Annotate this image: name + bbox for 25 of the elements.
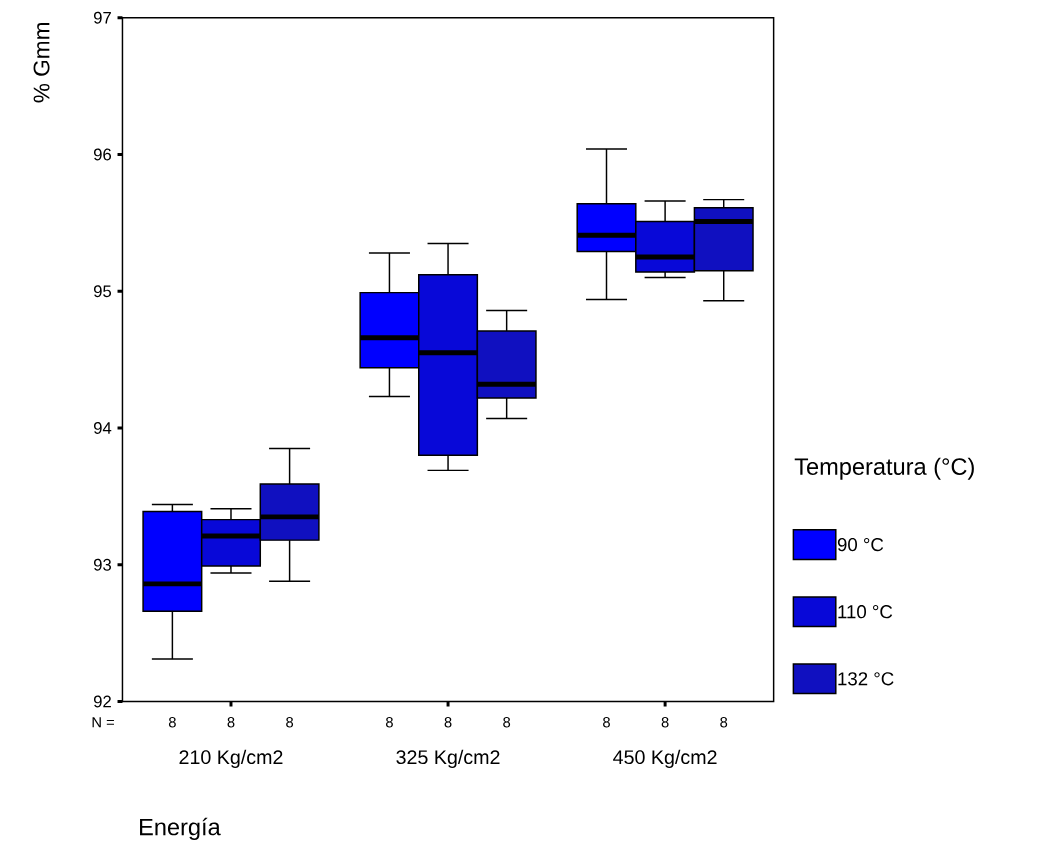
legend-title: Temperatura (°C) xyxy=(794,457,974,480)
x-tick-label: 450 Kg/cm2 xyxy=(613,749,717,768)
legend-label: 132 °C xyxy=(838,672,894,686)
x-axis-title: Energía xyxy=(140,817,221,840)
text: 8 xyxy=(286,716,294,728)
text: 8 xyxy=(603,716,610,728)
y-tick-label: 94 xyxy=(93,421,112,434)
text: 8 xyxy=(227,716,235,728)
y-tick-label: 93 xyxy=(93,558,112,571)
legend-label: 110 °C xyxy=(838,604,893,619)
text: 8 xyxy=(385,716,393,728)
text: 8 xyxy=(661,716,669,728)
text: N = xyxy=(92,717,114,728)
y-tick-label: 92 xyxy=(93,695,111,708)
y-axis-title: % Gmm xyxy=(33,22,50,103)
legend-label: 90 °C xyxy=(837,537,884,552)
y-tick-label: 97 xyxy=(93,11,111,24)
x-tick-label: 210 Kg/cm2 xyxy=(179,749,283,768)
x-tick-label: 325 Kg/cm2 xyxy=(396,749,500,768)
text: 8 xyxy=(444,716,452,728)
text: 8 xyxy=(720,716,728,728)
y-tick-label: 95 xyxy=(93,285,112,298)
text: 8 xyxy=(503,716,511,728)
y-tick-label: 96 xyxy=(93,148,112,161)
text: 8 xyxy=(168,716,176,728)
